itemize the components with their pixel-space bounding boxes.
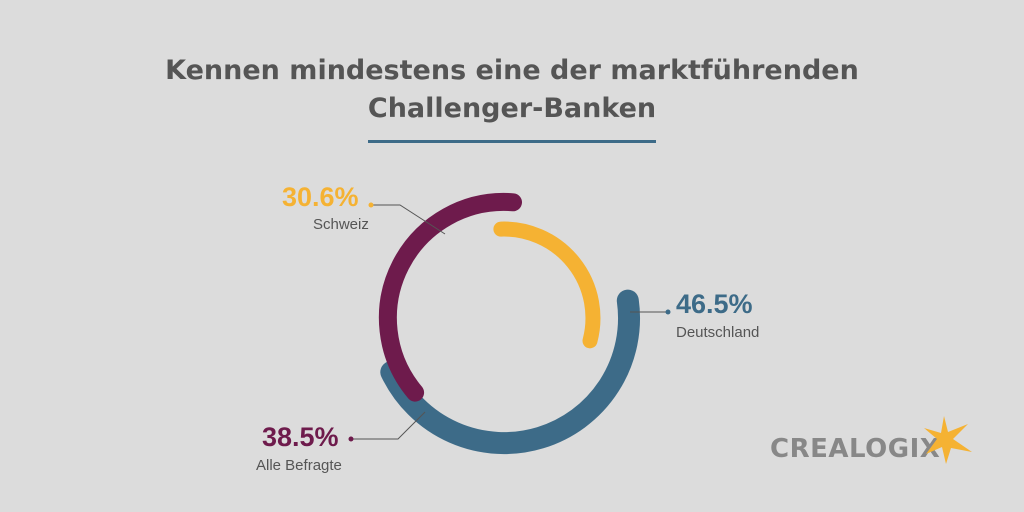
leader-line-alle-befragte [351,411,426,440]
series-label-schweiz: Schweiz [313,216,369,233]
value-label-deutschland: 46.5% [676,289,753,319]
title-underline [368,140,656,143]
value-label-schweiz: 30.6% [282,182,359,212]
series-label-alle-befragte: Alle Befragte [256,457,342,474]
arc-schweiz [493,221,601,349]
arc-alle-befragte [378,192,522,402]
leader-dot-deutschland [665,309,671,315]
crealogix-logo: CREALOGIX [770,434,941,464]
series-label-deutschland: Deutschland [676,324,759,341]
leader-dot-alle-befragte [348,436,354,442]
chart-title: Kennen mindestens eine der marktführende… [0,52,1024,128]
value-label-alle-befragte: 38.5% [262,422,339,452]
leader-dot-schweiz [368,202,374,208]
chart-title-line-2: Challenger-Banken [367,93,657,124]
leader-line-schweiz [371,204,446,235]
star-icon [924,416,972,464]
chart-title-line-1: Kennen mindestens eine der marktführende… [165,55,859,86]
